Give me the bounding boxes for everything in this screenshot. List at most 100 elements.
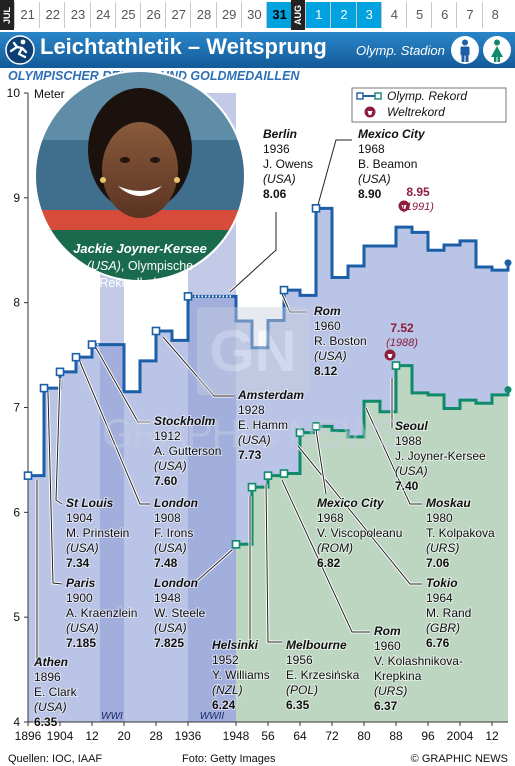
record-badge-cup (401, 205, 407, 209)
annotation-city: Berlin (263, 127, 297, 141)
leader-line (55, 377, 63, 505)
annotation-mark: 7.48 (154, 556, 178, 570)
olympic-record-marker (71, 352, 81, 362)
leader-line-halo (228, 212, 278, 294)
annotation-line: 1948 (154, 591, 181, 605)
leader-line (315, 429, 327, 495)
leader-line (265, 483, 282, 643)
footer-sources: Quellen: IOC, IAAF (8, 753, 102, 765)
annotation-line: 1960 (314, 319, 341, 333)
annotation-mark: 6.37 (374, 699, 398, 713)
annotation-mark: 7.185 (66, 636, 96, 650)
y-tick-label: 5 (13, 610, 20, 624)
annotation-country: (USA) (395, 464, 428, 478)
y-tick-label: 10 (7, 86, 21, 100)
world-record-marker (398, 200, 410, 212)
svg-text:GRAPHIC NEWS: GRAPHIC NEWS (102, 412, 403, 456)
annotation-city: Seoul (395, 419, 428, 433)
olympic-record-marker (279, 469, 289, 478)
olympic-record-marker (311, 422, 321, 431)
olympic-record-marker (391, 361, 401, 370)
annotation-mark: 6.82 (317, 556, 341, 570)
annotation-mark: 7.06 (426, 556, 450, 570)
y-axis-label: Meter (34, 87, 65, 101)
date-cell: 2 (330, 2, 357, 28)
women-icon (483, 36, 511, 64)
annotation-line: A. Gutterson (154, 444, 221, 458)
x-tick-label: 1904 (47, 729, 74, 743)
annotation-country: (USA) (358, 172, 391, 186)
annotation-line: 1908 (154, 511, 181, 525)
annotation-line: 1912 (154, 429, 181, 443)
annotation-line: J. Joyner-Kersee (395, 449, 486, 463)
date-cell: 3 (355, 2, 382, 28)
date-cell: 25 (114, 2, 141, 28)
legend-label: Weltrekord (387, 105, 445, 119)
leader-line (365, 407, 422, 505)
x-tick-label: 28 (149, 729, 163, 743)
date-cell: 27 (165, 2, 191, 28)
annotation-city: Athen (33, 655, 68, 669)
olympic-record-marker (231, 540, 241, 549)
date-cell: 4 (380, 2, 407, 28)
photo-caption-line: (USA), Olympische (87, 259, 193, 273)
record-badge-cup (367, 111, 373, 115)
date-cell: 1 (305, 2, 332, 28)
annotation-country: (USA) (154, 459, 187, 473)
olympic-record-marker (183, 292, 193, 301)
war-gap-label: WWII (200, 711, 225, 722)
photo-caption-text: Rekordhalterin (99, 276, 180, 290)
date-cell: 21 (14, 2, 40, 28)
annotation-mark: 8.90 (358, 187, 382, 201)
annotation-line: Y. Williams (212, 668, 270, 682)
leader-line (47, 392, 63, 585)
annotation-mark: 6.35 (34, 715, 58, 729)
annotation-mark: 6.24 (212, 698, 236, 712)
annotation-country: (GBR) (426, 621, 460, 635)
annotation-city: Melbourne (286, 638, 347, 652)
date-cell: 7 (456, 2, 482, 28)
annotation-city: Amsterdam (237, 388, 304, 402)
date-cell: 24 (89, 2, 116, 28)
annotation-country: (POL) (286, 683, 318, 697)
annotation-mark: 8.06 (263, 187, 287, 201)
page-title: Leichtathletik – Weitsprung (40, 34, 327, 59)
leader-line (281, 479, 370, 633)
men-record-line (28, 206, 510, 478)
x-tick-label: 1936 (175, 729, 202, 743)
date-strip: JUL 21 22 23 24 25 26 27 28 29 30 31 AUG 1 2 3 4 5 6 7 8 (0, 0, 515, 30)
annotation-line: 1904 (66, 511, 93, 525)
olympic-record-marker (87, 340, 97, 349)
annotation-line: 1928 (238, 403, 265, 417)
world-record-marker (384, 349, 396, 361)
leader-line (162, 336, 234, 397)
annotation-country: (URS) (426, 541, 459, 555)
date-cell: 5 (406, 2, 432, 28)
legend-label: Olymp. Rekord (387, 89, 467, 103)
footer-photo-credit: Foto: Getty Images (182, 753, 276, 765)
leader-line (95, 347, 150, 423)
olympic-record-marker (247, 482, 257, 492)
annotation-line: 1900 (66, 591, 93, 605)
venue-label: Olymp. Stadion (356, 43, 445, 58)
leader-line (297, 445, 422, 585)
annotation-line: 1980 (426, 511, 453, 525)
annotation-city: Stockholm (154, 414, 216, 428)
annotation-country: (USA) (66, 541, 99, 555)
annotation-city: Moskau (426, 496, 471, 510)
date-cell: 8 (481, 2, 508, 28)
legend-square-swatch (374, 92, 382, 100)
leader-line (79, 361, 150, 505)
y-tick-label: 6 (13, 505, 20, 519)
x-tick-label: 1948 (223, 729, 250, 743)
annotation-city: London (154, 576, 198, 590)
annotation-mark: 7.825 (154, 636, 184, 650)
long-jump-icon (5, 35, 35, 65)
